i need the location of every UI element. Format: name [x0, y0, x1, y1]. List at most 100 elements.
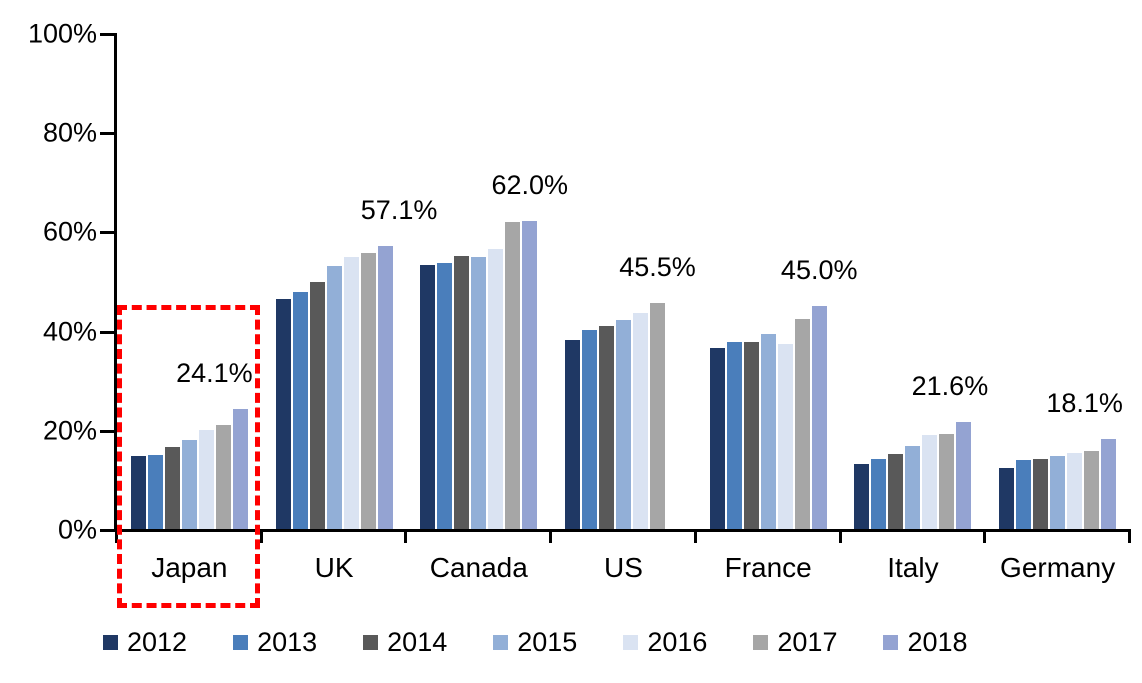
x-axis-tick	[1128, 532, 1131, 543]
bar-italy-2017	[939, 433, 955, 529]
legend-label: 2012	[127, 627, 188, 657]
legend-label: 2015	[517, 627, 578, 657]
bar-france-2013	[726, 341, 742, 529]
bar-france-2018	[811, 305, 827, 529]
legend-swatch-2012	[103, 635, 118, 650]
bar-group-germany	[985, 33, 1130, 529]
bar-japan-2017	[215, 424, 231, 529]
legend-swatch-2017	[753, 635, 769, 650]
bar-us-2012	[564, 339, 580, 529]
bar-group-japan	[117, 33, 262, 529]
bar-france-2014	[743, 342, 759, 529]
bar-japan-2016	[198, 430, 214, 529]
x-axis-category-label: France	[724, 552, 812, 583]
data-label-uk: 57.1%	[360, 194, 438, 225]
x-axis-category-label: Canada	[429, 552, 528, 583]
y-axis-tick-label: 80%	[42, 117, 97, 148]
bar-uk-2015	[326, 266, 342, 529]
y-axis-line	[114, 33, 117, 532]
bar-italy-2013	[871, 459, 887, 529]
bar-us-2016	[632, 313, 648, 529]
legend-swatch-2018	[883, 635, 899, 650]
x-axis-tick	[404, 532, 407, 543]
legend-label: 2018	[907, 627, 968, 657]
legend-item-2018: 2018	[883, 627, 968, 657]
bar-canada-2016	[488, 249, 504, 529]
bar-uk-2014	[309, 281, 325, 529]
y-axis-tick	[100, 429, 114, 433]
bar-italy-2012	[854, 464, 870, 529]
bar-germany-2013	[1016, 460, 1032, 529]
x-axis-line	[114, 529, 1131, 532]
x-axis-tick	[694, 532, 697, 543]
legend-swatch-2014	[363, 635, 379, 650]
legend-item-2017: 2017	[753, 629, 837, 656]
bar-japan-2014	[164, 446, 180, 529]
legend-item-2013: 2013	[233, 629, 317, 656]
legend-item-2012: 2012	[103, 629, 187, 656]
bar-canada-2015	[471, 256, 487, 529]
x-axis-category-label: Germany	[1000, 552, 1116, 583]
y-axis-tick-label: 100%	[27, 18, 97, 49]
bar-france-2012	[709, 347, 725, 529]
bar-us-2017	[649, 303, 665, 529]
data-label-germany: 18.1%	[1046, 388, 1123, 419]
y-axis-tick	[100, 529, 114, 532]
highlight-box-japan	[117, 305, 260, 608]
y-axis-tick	[100, 231, 114, 235]
legend-label: 2013	[257, 627, 318, 657]
legend-swatch-2016	[623, 635, 639, 650]
bar-germany-2015	[1050, 456, 1066, 529]
y-axis-tick-label: 0%	[57, 514, 97, 545]
bar-uk-2016	[343, 257, 359, 529]
y-axis-tick-label: 20%	[42, 415, 97, 446]
bar-uk-2017	[360, 253, 376, 529]
bar-italy-2014	[888, 453, 904, 529]
bar-uk-2013	[292, 292, 308, 529]
y-axis-tick-label: 40%	[42, 316, 97, 347]
bar-germany-2012	[999, 467, 1015, 529]
legend-label: 2017	[777, 627, 838, 657]
legend-item-2016: 2016	[623, 629, 707, 656]
bar-germany-2014	[1033, 458, 1049, 529]
bar-group-france	[696, 33, 841, 529]
bar-group-italy	[841, 33, 986, 529]
x-axis-tick	[549, 532, 552, 543]
y-axis-tick	[100, 132, 114, 136]
bar-germany-2017	[1084, 450, 1100, 529]
bar-france-2016	[777, 343, 793, 529]
bar-uk-2012	[275, 298, 291, 529]
y-axis-tick	[100, 33, 114, 36]
x-axis-category-label: Japan	[151, 552, 228, 583]
bar-canada-2018	[522, 221, 538, 529]
bar-germany-2018	[1101, 439, 1117, 529]
bar-japan-2013	[147, 454, 163, 529]
y-axis-tick-label: 60%	[42, 216, 97, 247]
bar-germany-2016	[1067, 453, 1083, 529]
x-axis-tick	[260, 532, 263, 543]
bar-italy-2016	[922, 435, 938, 529]
bar-canada-2017	[505, 222, 521, 529]
legend-swatch-2013	[233, 635, 249, 650]
legend-item-2014: 2014	[363, 629, 447, 656]
legend-item-2015: 2015	[493, 629, 577, 656]
y-axis-tick	[100, 330, 114, 334]
bar-group-us	[551, 33, 696, 529]
bar-us-2015	[615, 320, 631, 529]
bar-italy-2015	[905, 445, 921, 529]
bar-france-2017	[794, 318, 810, 529]
bar-france-2015	[760, 334, 776, 529]
bar-us-2013	[581, 330, 597, 529]
legend-label: 2016	[647, 627, 708, 657]
bar-japan-2012	[130, 455, 146, 529]
bar-group-uk	[262, 33, 407, 529]
legend-label: 2014	[387, 627, 448, 657]
data-label-us: 45.5%	[619, 252, 696, 283]
bar-group-canada	[406, 33, 551, 529]
legend-swatch-2015	[493, 635, 509, 650]
x-axis-category-label: US	[604, 552, 643, 583]
bar-canada-2014	[454, 255, 470, 529]
chart-legend: 2012 2013 2014 2015 2016 2017 2018	[103, 629, 968, 656]
bar-canada-2013	[437, 263, 453, 529]
